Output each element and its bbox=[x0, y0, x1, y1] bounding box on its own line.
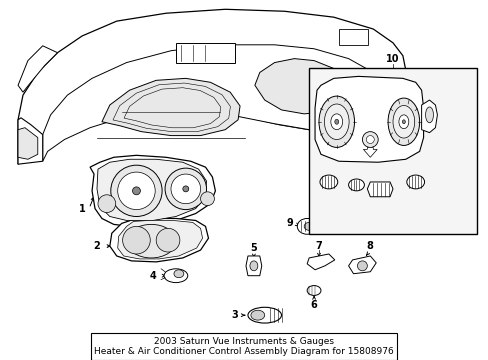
Ellipse shape bbox=[392, 105, 414, 138]
Polygon shape bbox=[18, 128, 38, 159]
Text: 8: 8 bbox=[366, 241, 373, 251]
Ellipse shape bbox=[297, 219, 316, 234]
Text: 1: 1 bbox=[79, 204, 85, 213]
Polygon shape bbox=[314, 76, 423, 162]
Ellipse shape bbox=[398, 115, 408, 129]
Ellipse shape bbox=[304, 222, 313, 230]
Ellipse shape bbox=[164, 269, 187, 283]
Polygon shape bbox=[118, 220, 202, 259]
Polygon shape bbox=[18, 9, 405, 164]
Text: 9: 9 bbox=[285, 219, 292, 228]
Ellipse shape bbox=[249, 261, 257, 271]
Polygon shape bbox=[348, 256, 375, 274]
Ellipse shape bbox=[348, 179, 364, 191]
Text: 2003 Saturn Vue Instruments & Gauges
Heater & Air Conditioner Control Assembly D: 2003 Saturn Vue Instruments & Gauges Hea… bbox=[94, 337, 393, 356]
Ellipse shape bbox=[319, 175, 337, 189]
Polygon shape bbox=[18, 118, 42, 164]
Ellipse shape bbox=[330, 114, 342, 130]
Ellipse shape bbox=[200, 192, 214, 206]
Polygon shape bbox=[306, 254, 334, 270]
Ellipse shape bbox=[425, 107, 432, 123]
Bar bbox=[308, 68, 476, 234]
Ellipse shape bbox=[247, 307, 281, 323]
Text: 4: 4 bbox=[149, 271, 156, 281]
Polygon shape bbox=[366, 182, 392, 197]
Polygon shape bbox=[110, 219, 208, 262]
Text: 12: 12 bbox=[349, 192, 363, 202]
Ellipse shape bbox=[250, 310, 264, 320]
Text: 10: 10 bbox=[386, 54, 399, 64]
Text: 13: 13 bbox=[374, 200, 387, 210]
Polygon shape bbox=[18, 46, 58, 92]
Bar bbox=[338, 29, 367, 45]
Ellipse shape bbox=[98, 195, 116, 212]
Ellipse shape bbox=[334, 119, 338, 124]
Polygon shape bbox=[421, 100, 436, 132]
Ellipse shape bbox=[118, 172, 155, 210]
Ellipse shape bbox=[402, 120, 405, 124]
Ellipse shape bbox=[183, 186, 188, 192]
Polygon shape bbox=[245, 256, 261, 276]
Text: 5: 5 bbox=[250, 243, 257, 253]
Polygon shape bbox=[97, 159, 206, 220]
Bar bbox=[176, 43, 235, 63]
Text: 11: 11 bbox=[310, 191, 323, 201]
Ellipse shape bbox=[165, 168, 206, 210]
Ellipse shape bbox=[318, 96, 354, 148]
Polygon shape bbox=[254, 59, 348, 114]
Ellipse shape bbox=[122, 226, 150, 254]
Text: 2: 2 bbox=[93, 241, 100, 251]
Ellipse shape bbox=[362, 132, 377, 148]
Polygon shape bbox=[42, 45, 392, 161]
Text: 7: 7 bbox=[315, 241, 322, 251]
Text: 6: 6 bbox=[310, 300, 317, 310]
Text: 3: 3 bbox=[231, 310, 238, 320]
Ellipse shape bbox=[171, 174, 200, 204]
Ellipse shape bbox=[132, 187, 140, 195]
Ellipse shape bbox=[357, 261, 366, 271]
Polygon shape bbox=[90, 155, 215, 226]
Ellipse shape bbox=[387, 98, 419, 145]
Ellipse shape bbox=[174, 270, 183, 278]
Ellipse shape bbox=[366, 136, 373, 144]
Ellipse shape bbox=[406, 175, 424, 189]
Ellipse shape bbox=[306, 285, 320, 296]
Ellipse shape bbox=[324, 104, 348, 140]
Ellipse shape bbox=[111, 165, 162, 216]
Ellipse shape bbox=[156, 228, 180, 252]
Text: 11: 11 bbox=[420, 190, 433, 200]
Ellipse shape bbox=[126, 224, 176, 258]
Polygon shape bbox=[102, 78, 240, 136]
Polygon shape bbox=[363, 148, 376, 157]
